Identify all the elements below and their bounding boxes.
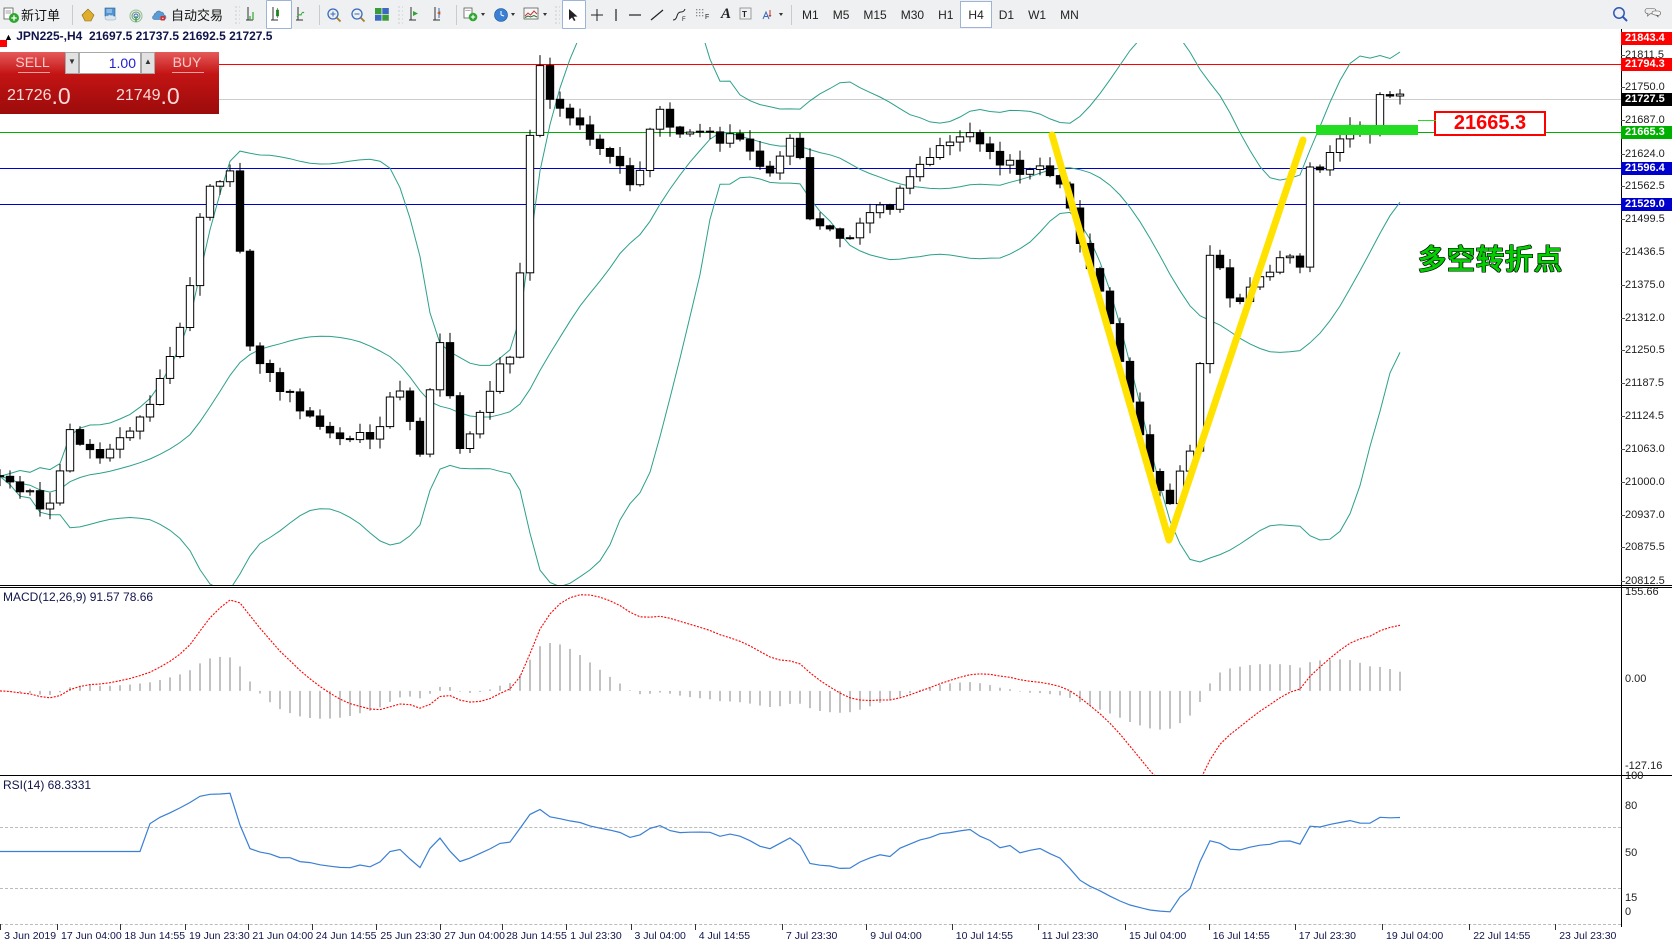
svg-text:T: T [742, 10, 747, 19]
svg-text:F: F [682, 17, 686, 23]
svg-text:F: F [705, 14, 709, 21]
